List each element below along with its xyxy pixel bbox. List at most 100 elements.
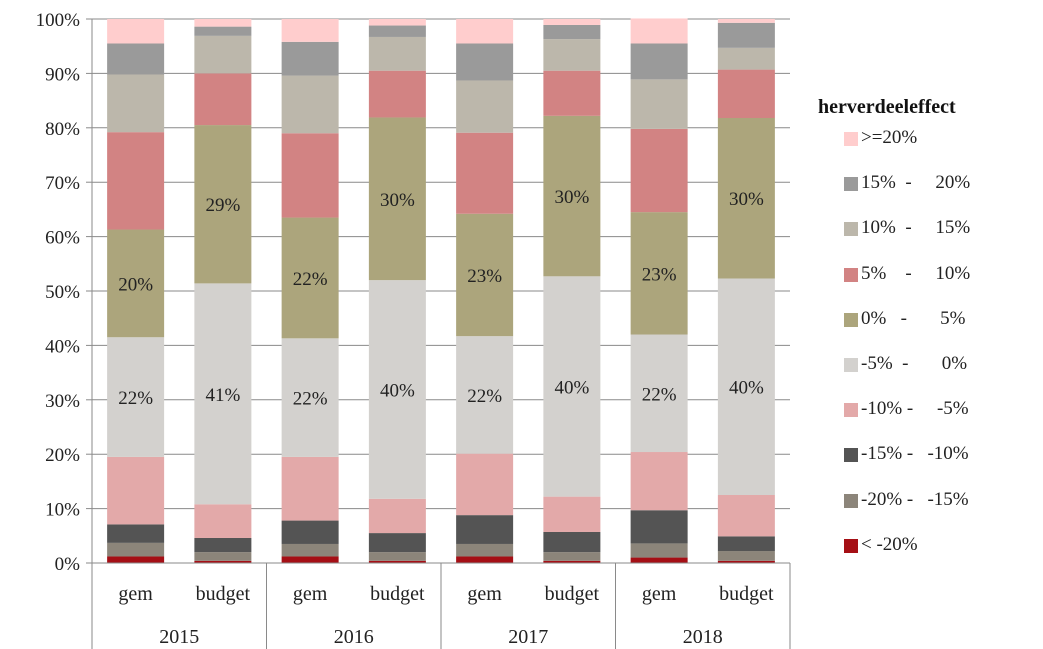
bar-segment (107, 337, 165, 457)
bar-segment (194, 560, 252, 563)
bar-segment (194, 26, 252, 36)
bar-segment (107, 132, 165, 230)
bar-segment (456, 515, 514, 544)
legend-swatch (844, 132, 858, 146)
legend-item: -20% - -15% (818, 489, 1043, 534)
bar-segment (194, 19, 252, 27)
bar-segment (630, 18, 688, 44)
bar-segment (281, 41, 339, 76)
bar-segment (281, 543, 339, 557)
bar-segment (717, 47, 775, 70)
bar-segment (543, 19, 601, 25)
legend-item: >=20% (818, 127, 1043, 172)
x-category-label: budget (719, 583, 774, 605)
data-label: 40% (729, 378, 764, 399)
bar-segment (368, 36, 426, 71)
x-category-label: budget (370, 583, 425, 605)
bar-segment (717, 278, 775, 495)
legend-swatch (844, 222, 858, 237)
legend-label: 15% - 20% (861, 172, 971, 194)
y-tick-label: 30% (45, 391, 80, 412)
bar-segment (717, 495, 775, 537)
legend-label: -5% - 0% (861, 352, 968, 374)
data-label: 22% (293, 269, 328, 290)
bar-segment (368, 19, 426, 26)
bar-segment (543, 496, 601, 532)
bar-segment (194, 35, 252, 74)
bar-segment (107, 542, 165, 557)
legend: herverdeeleffect >=20% 15% - 20% 10% - 15%… (818, 96, 1043, 579)
x-category-label: budget (545, 583, 600, 605)
bar-segment (368, 533, 426, 553)
bar-segment (456, 556, 514, 563)
legend-label: -10% - -5% (861, 398, 969, 420)
legend-item: -15% - -10% (818, 443, 1043, 488)
x-group-label: 2015 (159, 626, 199, 648)
x-category-label: gem (642, 583, 677, 605)
bar-segment (194, 552, 252, 561)
bar-segment (107, 556, 165, 563)
data-label: 30% (729, 189, 764, 210)
bar-segment (456, 543, 514, 557)
y-tick-label: 100% (36, 10, 81, 31)
bar-segment (368, 117, 426, 281)
bar-segment (630, 128, 688, 213)
y-tick-label: 0% (55, 554, 81, 575)
legend-item: < -20% (818, 534, 1043, 579)
bar-segment (543, 70, 601, 116)
bar-segment (281, 556, 339, 563)
bar-segment (456, 80, 514, 133)
bar-segment (543, 39, 601, 71)
bar-segment (717, 69, 775, 119)
bar-segment (630, 79, 688, 129)
bar-segment (107, 43, 165, 75)
bar-segments (107, 18, 775, 563)
legend-label: 10% - 15% (861, 217, 971, 239)
bar-segment (456, 336, 514, 454)
legend-label: -15% - -10% (861, 443, 969, 465)
bar-segment (368, 560, 426, 563)
legend-swatch (844, 267, 858, 282)
legend-label: -20% - -15% (861, 488, 969, 510)
bar-segment (543, 560, 601, 563)
data-label: 40% (380, 380, 415, 401)
bar-segment (630, 212, 688, 335)
x-category-label: budget (196, 583, 251, 605)
data-label: 22% (467, 386, 502, 407)
legend-item: 0% - 5% (818, 308, 1043, 353)
bar-segment (630, 43, 688, 80)
data-label: 23% (642, 264, 677, 285)
legend-label: < -20% (861, 533, 918, 555)
bar-segment (717, 560, 775, 563)
legend-swatch (844, 177, 858, 192)
bar-segment (368, 280, 426, 499)
legend-items: >=20% 15% - 20% 10% - 15% 5% - 10% 0% - 5% -5… (818, 127, 1043, 579)
bar-segment (717, 551, 775, 561)
bar-segment (543, 115, 601, 277)
bar-segment (281, 520, 339, 544)
bar-segment (630, 543, 688, 558)
x-group-label: 2018 (683, 626, 723, 648)
y-tick-label: 90% (45, 64, 80, 85)
data-label: 20% (118, 274, 153, 295)
y-tick-label: 10% (45, 500, 80, 521)
bar-segment (194, 125, 252, 284)
y-tick-label: 20% (45, 445, 80, 466)
bar-segment (543, 24, 601, 40)
x-category-label: gem (118, 583, 153, 605)
legend-swatch (844, 448, 858, 463)
legend-swatch (844, 403, 858, 418)
legend-label: >=20% (861, 127, 918, 148)
legend-item: 5% - 10% (818, 263, 1043, 308)
y-tick-label: 70% (45, 173, 80, 194)
bar-segment (368, 552, 426, 561)
legend-item: -10% - -5% (818, 398, 1043, 443)
x-category-label: gem (293, 583, 328, 605)
data-label: 22% (118, 388, 153, 409)
bar-segment (281, 133, 339, 218)
bar-segment (194, 504, 252, 538)
data-labels: 22% 20% 41% 29% 22% 22% 40% 30% 22% 23% 40% 30% 22% 2… (118, 187, 764, 410)
bar-segment (368, 498, 426, 534)
bar-segment (456, 132, 514, 214)
data-label: 29% (205, 195, 240, 216)
